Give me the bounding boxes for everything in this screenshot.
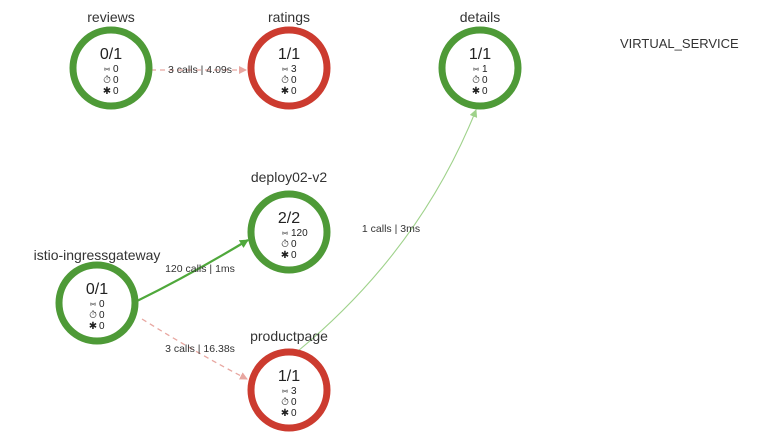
node-ratio: 1/1 xyxy=(278,368,300,385)
node-stat-errors: 0 xyxy=(99,321,105,332)
node-ratio: 2/2 xyxy=(278,210,300,227)
node-stat-errors: 0 xyxy=(291,86,297,97)
edge-label: 3 calls | 4.09s xyxy=(168,64,232,76)
bug-icon: ✱ xyxy=(103,86,111,97)
node-stat-instances: 3 xyxy=(291,386,297,397)
node-stat-errors: 0 xyxy=(113,86,119,97)
node-stat-latency: 0 xyxy=(291,397,297,408)
node-stat-latency: 0 xyxy=(482,75,488,86)
node-stat-instances: 3 xyxy=(291,64,297,75)
node-title: reviews xyxy=(87,9,134,25)
branch-icon: ⑅ xyxy=(282,386,288,397)
node-stat-instances: 0 xyxy=(99,299,105,310)
branch-icon: ⑅ xyxy=(104,64,110,75)
node-ratio: 0/1 xyxy=(86,281,108,298)
edge-label: 1 calls | 3ms xyxy=(362,223,420,235)
edge-line[interactable] xyxy=(136,239,249,302)
branch-icon: ⑅ xyxy=(282,228,288,239)
bug-icon: ✱ xyxy=(89,321,97,332)
node-stat-instances: 0 xyxy=(113,64,119,75)
edge-label: 3 calls | 16.38s xyxy=(165,343,235,355)
node-stat-latency: 0 xyxy=(291,239,297,250)
node-title: details xyxy=(460,9,500,25)
node-ratio: 1/1 xyxy=(469,46,491,63)
edge-productpage-details[interactable]: 1 calls | 3ms xyxy=(297,109,478,352)
node-details[interactable]: details 1/1⑅ 1⏱ 0✱ 0 xyxy=(438,9,522,110)
node-ratio: 1/1 xyxy=(278,46,300,63)
edge-gateway-productpage[interactable]: 3 calls | 16.38s xyxy=(141,318,248,380)
stopwatch-icon: ⏱ xyxy=(281,239,289,250)
edge-line[interactable] xyxy=(297,109,478,352)
node-status-ring[interactable] xyxy=(247,190,331,274)
node-title: istio-ingressgateway xyxy=(34,247,161,263)
stopwatch-icon: ⏱ xyxy=(281,397,289,408)
node-ratio: 0/1 xyxy=(100,46,122,63)
node-deploy02-v2[interactable]: deploy02-v2 2/2⑅ 120⏱ 0✱ 0 xyxy=(247,169,331,274)
node-status-ring[interactable] xyxy=(69,26,153,110)
node-stat-errors: 0 xyxy=(482,86,488,97)
node-productpage[interactable]: productpage 1/1⑅ 3⏱ 0✱ 0 xyxy=(247,328,331,432)
stopwatch-icon: ⏱ xyxy=(89,310,97,321)
node-title: productpage xyxy=(250,328,328,344)
bug-icon: ✱ xyxy=(281,86,289,97)
edge-reviews-ratings[interactable]: 3 calls | 4.09s xyxy=(142,64,247,76)
branch-icon: ⑅ xyxy=(282,64,288,75)
node-stat-latency: 0 xyxy=(99,310,105,321)
node-title: ratings xyxy=(268,9,310,25)
node-stat-latency: 0 xyxy=(291,75,297,86)
node-stat-errors: 0 xyxy=(291,408,297,419)
node-status-ring[interactable] xyxy=(247,26,331,110)
bug-icon: ✱ xyxy=(472,86,480,97)
bug-icon: ✱ xyxy=(281,250,289,261)
branch-icon: ⑅ xyxy=(473,64,479,75)
edge-line[interactable] xyxy=(141,318,248,380)
edge-gateway-deploy[interactable]: 120 calls | 1ms xyxy=(136,239,249,302)
node-ratings[interactable]: ratings 1/1⑅ 3⏱ 0✱ 0 xyxy=(247,9,331,110)
node-status-ring[interactable] xyxy=(55,261,139,345)
bug-icon: ✱ xyxy=(281,408,289,419)
stopwatch-icon: ⏱ xyxy=(281,75,289,86)
branch-icon: ⑅ xyxy=(90,299,96,310)
node-stat-instances: 1 xyxy=(482,64,488,75)
node-title: deploy02-v2 xyxy=(251,169,327,185)
node-stat-latency: 0 xyxy=(113,75,119,86)
node-status-ring[interactable] xyxy=(247,348,331,432)
node-istio-ingressgateway[interactable]: istio-ingressgateway 0/1⑅ 0⏱ 0✱ 0 xyxy=(34,247,161,345)
stopwatch-icon: ⏱ xyxy=(472,75,480,86)
node-reviews[interactable]: reviews 0/1⑅ 0⏱ 0✱ 0 xyxy=(69,9,153,110)
node-stat-errors: 0 xyxy=(291,250,297,261)
virtual-service-label: VIRTUAL_SERVICE xyxy=(620,36,739,51)
edges-layer: 3 calls | 4.09s 120 calls | 1ms 3 calls | … xyxy=(136,64,478,380)
node-status-ring[interactable] xyxy=(438,26,522,110)
stopwatch-icon: ⏱ xyxy=(103,75,111,86)
node-stat-instances: 120 xyxy=(291,228,308,239)
edge-label: 120 calls | 1ms xyxy=(165,263,235,275)
